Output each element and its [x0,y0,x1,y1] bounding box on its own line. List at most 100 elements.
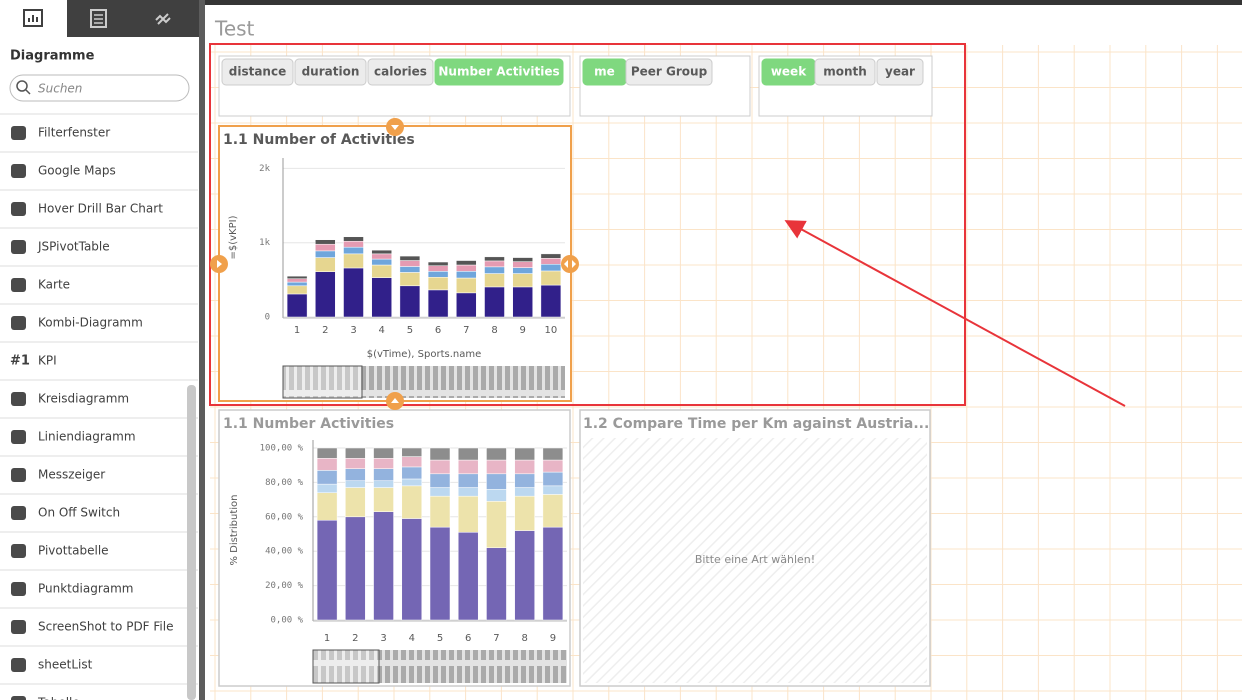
bar-segment [429,459,451,475]
bar-segment [343,267,364,318]
bar-segment [315,239,336,245]
bar-segment [427,289,449,318]
item-icon [11,658,26,672]
filter-button[interactable] [294,58,367,86]
bar-segment [429,495,451,528]
list-item[interactable] [0,266,186,304]
scrollbar[interactable] [187,385,196,700]
y-axis-title: % Distribution [229,494,240,565]
y-tick-label: 0 [265,313,270,323]
bar-segment [345,447,366,459]
bar-segment [345,487,366,518]
filter-button-label: week [771,65,807,79]
y-tick-label: 20,00 % [265,581,304,591]
bar-segment [373,511,394,621]
handle-icon [217,260,222,268]
bar-segment [514,459,535,475]
bar-segment [486,501,507,549]
bar-segment [316,483,338,493]
handle[interactable] [561,255,579,273]
item-label: On Off Switch [38,506,120,520]
x-tick-label: 8 [521,633,527,644]
sidebar [0,0,200,700]
bar-segment [427,271,449,278]
item-label: Karte [38,278,70,292]
bar-segment [401,485,423,519]
tab-icon [28,15,38,22]
bar-segment [542,494,564,528]
filter-button-label: distance [229,65,286,79]
y-tick-label: 0,00 % [270,616,303,626]
item-label: Punktdiagramm [38,582,133,596]
x-axis-title: $(vTime), Sports.name [367,349,482,360]
x-tick-label: 4 [379,325,385,336]
bar-segment [286,293,308,318]
mini-selection[interactable] [312,649,380,684]
bar-segment [401,478,423,487]
bar-segment [486,459,507,475]
x-tick-label: 1 [294,325,300,336]
bar-segment [540,258,562,265]
item-icon [11,278,26,292]
item-icon [11,240,26,254]
bar-segment [429,487,451,497]
bar-segment [484,260,505,268]
y-tick-label: 40,00 % [265,547,304,557]
bar-segment [345,516,366,621]
bar-segment [514,487,535,497]
bar-segment [542,485,564,495]
bar-segment [486,447,507,461]
tab-links[interactable] [155,13,171,25]
placeholder-hatch [583,438,927,683]
mini-selection[interactable] [282,365,363,399]
list-item[interactable] [0,646,186,684]
bar-segment [514,495,535,531]
bar-segment [456,260,477,266]
filter-button[interactable] [367,58,434,86]
handle-icon [391,125,399,130]
bar-segment [486,547,507,621]
item-icon-text: #1 [10,354,30,369]
sidebar-list: Filterfenster Google Maps Hover Drill Bar … [0,113,198,700]
sheet-title: Test [214,17,255,41]
filter-button[interactable] [814,58,876,86]
item-label: Kombi-Diagramm [38,316,143,330]
search-box[interactable] [9,74,190,102]
bar-segment [542,447,564,461]
list-item[interactable] [0,684,186,700]
sidebar-border [199,0,205,700]
item-icon [11,202,26,216]
filter-button-label: me [594,65,615,79]
filter-button[interactable] [876,58,924,86]
y-tick-label: 1k [259,238,270,248]
filter-button[interactable] [221,58,294,86]
bar-segment [343,236,364,242]
bar-segment [399,285,421,318]
x-tick-label: 4 [409,633,415,644]
filter-button[interactable] [434,58,564,86]
y-tick-label: 2k [259,164,270,174]
sidebar-heading: Diagramme [10,49,95,64]
chart: 1.1 Number of Activities 0 1k 2k =$(vKPI) $(v… [218,125,572,402]
bar-segment [316,519,338,621]
placeholder-title: 1.2 Compare Time per Km against Austria.… [583,416,929,432]
tab-fields[interactable] [90,9,107,28]
bar-segment [373,480,394,488]
bar-segment [316,470,338,485]
search-placeholder: Suchen [38,82,82,96]
bar-segment [456,277,477,294]
bar-segment [484,256,505,262]
bar-segment [401,447,423,457]
filter-button-label: year [885,65,915,79]
bar-segment [484,266,505,274]
search-icon [25,89,31,95]
bar-segment [512,257,533,262]
y-tick-label: 80,00 % [265,478,304,488]
bar-segment [540,264,562,272]
item-label: Filterfenster [38,126,110,140]
filter-button-label: Peer Group [631,65,708,79]
item-icon [11,316,26,330]
bar-segment [399,266,421,273]
bar-segment [316,492,338,521]
filter-button[interactable] [625,58,713,86]
